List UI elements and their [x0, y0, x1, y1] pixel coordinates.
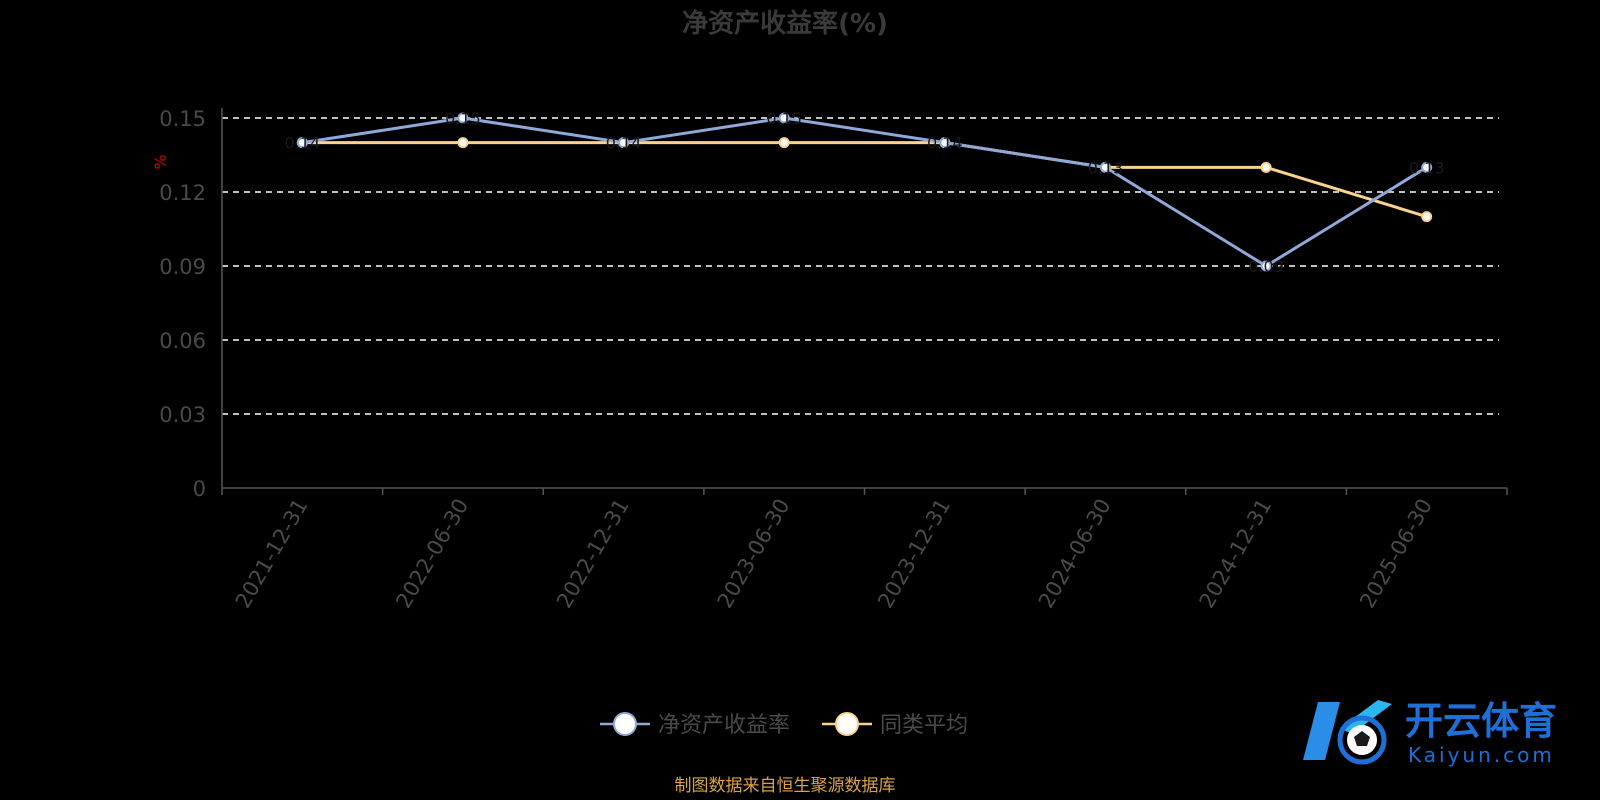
legend-item[interactable]: 同类平均 [822, 712, 968, 738]
series-line [302, 116, 1428, 268]
chart-title: 净资产收益率(%) [682, 8, 888, 39]
watermark-cn-text: 开云体育 [1405, 699, 1557, 743]
data-point[interactable] [457, 112, 469, 124]
y-axis-unit: % [151, 154, 170, 169]
y-tick-label: 0.06 [159, 329, 206, 353]
watermark-en-text: Kaiyun.com [1408, 743, 1555, 767]
data-point[interactable] [457, 137, 469, 149]
data-point[interactable] [1421, 161, 1433, 173]
x-tick-label: 2025-06-30 [1355, 495, 1437, 613]
x-tick-label: 2023-06-30 [713, 495, 795, 613]
legend-label: 同类平均 [880, 713, 968, 738]
watermark-k-icon [1303, 700, 1392, 765]
legend[interactable]: 净资产收益率 同类平均 [600, 712, 968, 738]
grid-lines [222, 117, 1499, 415]
data-point[interactable] [939, 137, 951, 149]
x-tick-label: 2024-06-30 [1034, 495, 1116, 613]
data-label: 0.15 [766, 109, 802, 128]
x-tick-label: 2022-06-30 [391, 495, 473, 613]
data-point[interactable] [1099, 161, 1111, 173]
data-label: 0.15 [445, 109, 481, 128]
data-point[interactable] [1260, 260, 1272, 272]
y-tick-label: 0.03 [159, 403, 206, 427]
x-tick-label: 2021-12-31 [231, 495, 313, 613]
x-tick-labels: 2021-12-31 2022-06-30 2022-12-31 2023-06-30… [231, 495, 1437, 613]
data-point[interactable] [1260, 161, 1272, 173]
data-point[interactable] [1421, 211, 1433, 223]
data-label: 0.13 [1088, 158, 1124, 177]
data-point[interactable] [296, 137, 308, 149]
source-note: 制图数据来自恒生聚源数据库 [675, 776, 896, 796]
legend-swatch-marker [613, 712, 637, 736]
x-tick-label: 2024-12-31 [1195, 495, 1277, 613]
y-tick-label: 0 [193, 477, 206, 501]
y-tick-label: 0.15 [159, 107, 206, 131]
data-label: 0.09 [1248, 257, 1284, 276]
series-lines: 0.14 0.15 0.14 0.15 0.14 0.13 0.09 0.13 [285, 109, 1445, 276]
axes [221, 108, 1508, 495]
data-label: 0.14 [927, 134, 963, 153]
y-tick-labels: 0 0.03 0.06 0.09 0.12 0.15 [159, 107, 206, 501]
data-point[interactable] [618, 137, 630, 149]
x-tick-label: 2022-12-31 [552, 495, 634, 613]
data-label: 0.14 [285, 134, 321, 153]
legend-item[interactable]: 净资产收益率 [600, 712, 790, 738]
data-label: 0.14 [606, 134, 642, 153]
y-tick-label: 0.12 [159, 181, 206, 205]
x-tick-label: 2023-12-31 [873, 495, 955, 613]
y-tick-label: 0.09 [159, 255, 206, 279]
data-point[interactable] [778, 112, 790, 124]
series-line [302, 141, 1428, 219]
data-label: 0.13 [1409, 158, 1445, 177]
legend-label: 净资产收益率 [658, 713, 790, 738]
data-point[interactable] [778, 137, 790, 149]
legend-swatch-marker [835, 712, 859, 736]
watermark-logo: 开云体育 Kaiyun.com [1303, 699, 1557, 767]
